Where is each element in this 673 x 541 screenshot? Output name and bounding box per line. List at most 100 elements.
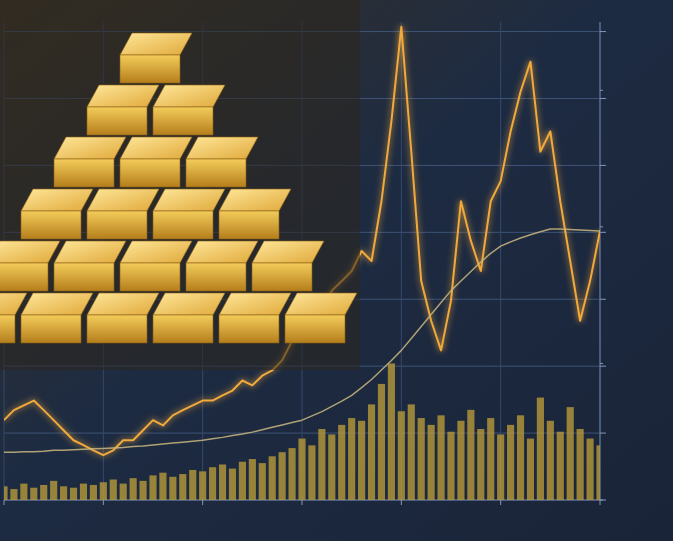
gold-bar-top (54, 241, 126, 263)
gold-bar-top (54, 137, 126, 159)
x-tick (302, 500, 303, 505)
volume-bar (259, 463, 266, 500)
volume-bar (298, 439, 305, 500)
volume-bar (577, 429, 584, 500)
gold-bar-top (87, 293, 159, 315)
gold-bar-front (0, 315, 15, 343)
volume-bar (4, 486, 8, 500)
volume-bar (288, 448, 295, 500)
volume-bar (388, 363, 395, 500)
y-tick (600, 232, 606, 233)
gold-bar-top (120, 33, 192, 55)
y-tick (600, 165, 606, 166)
volume-bar (348, 418, 355, 500)
volume-bar (318, 429, 325, 500)
y2-tick (600, 226, 603, 227)
volume-bar (596, 445, 600, 500)
volume-bar (199, 471, 206, 500)
brick-wall (0, 0, 360, 370)
x-tick (202, 500, 203, 505)
volume-bar (557, 432, 564, 500)
volume-bar (328, 434, 335, 500)
volume-bar (517, 415, 524, 500)
gold-bar-front (153, 107, 213, 135)
volume-bar (507, 425, 514, 500)
gold-bar-top (153, 189, 225, 211)
volume-bar (358, 421, 365, 500)
x-tick (600, 500, 601, 505)
volume-bar (586, 439, 593, 500)
volume-bar (467, 410, 474, 500)
y2-tick (600, 90, 603, 91)
volume-bar (567, 407, 574, 500)
y-tick (600, 433, 606, 434)
volume-bar (80, 484, 87, 500)
volume-bar (447, 432, 454, 500)
gold-bar-top (0, 241, 60, 263)
volume-bar (457, 421, 464, 500)
volume-bar (169, 477, 176, 500)
volume-bar (139, 481, 146, 500)
gold-bar-top (153, 85, 225, 107)
chart (0, 0, 673, 541)
volume-bar (537, 398, 544, 500)
gold-bar-front (120, 263, 180, 291)
volume-bar (437, 415, 444, 500)
volume-bar (418, 418, 425, 500)
average-line (4, 229, 600, 452)
volume-bar (20, 484, 27, 500)
gold-bar-top (219, 189, 291, 211)
y-tick (600, 31, 606, 32)
x-tick (401, 500, 402, 505)
gold-bar-front (21, 315, 81, 343)
volume-bar (10, 489, 17, 500)
gold-bar-top (120, 137, 192, 159)
gold-bar-front (186, 263, 246, 291)
volume-bar (547, 421, 554, 500)
volume-bar (398, 411, 405, 500)
volume-bar (70, 488, 77, 500)
volume-bar (249, 459, 256, 500)
gold-bar-front (120, 55, 180, 83)
volume-bar (179, 474, 186, 500)
gold-bar-top (87, 85, 159, 107)
gold-bar-front (153, 211, 213, 239)
gold-bar-front (87, 315, 147, 343)
volume-bar (60, 486, 67, 500)
gold-bar-front (153, 315, 213, 343)
volume-bar (30, 488, 37, 500)
volume-bar (269, 456, 276, 500)
gold-bar-top (186, 241, 258, 263)
gold-bars (0, 0, 360, 370)
gold-bar-front (54, 159, 114, 187)
volume-bar (209, 467, 216, 500)
gold-bar-top (87, 189, 159, 211)
gold-bar-top (120, 241, 192, 263)
x-tick (4, 500, 5, 505)
gold-bar-front (285, 315, 345, 343)
x-tick (500, 500, 501, 505)
y-axis (600, 22, 601, 500)
volume-bar (378, 384, 385, 500)
grid-line (500, 22, 501, 500)
gold-bar-front (120, 159, 180, 187)
y2-tick (600, 363, 603, 364)
volume-bar (477, 429, 484, 500)
volume-bar (308, 445, 315, 500)
y-tick (600, 98, 606, 99)
volume-bar (497, 434, 504, 500)
volume-bar (100, 482, 107, 500)
gold-bar-top (285, 293, 357, 315)
volume-bar (428, 425, 435, 500)
gold-bar-top (21, 293, 93, 315)
volume-bar (229, 469, 236, 500)
gold-bar-top (21, 189, 93, 211)
volume-bar (239, 462, 246, 500)
volume-bar (219, 464, 226, 500)
volume-bar (159, 473, 166, 500)
grid-line (600, 22, 601, 500)
gold-bar-top (219, 293, 291, 315)
gold-bar-front (54, 263, 114, 291)
gold-bar-top (153, 293, 225, 315)
y-tick (600, 500, 606, 501)
